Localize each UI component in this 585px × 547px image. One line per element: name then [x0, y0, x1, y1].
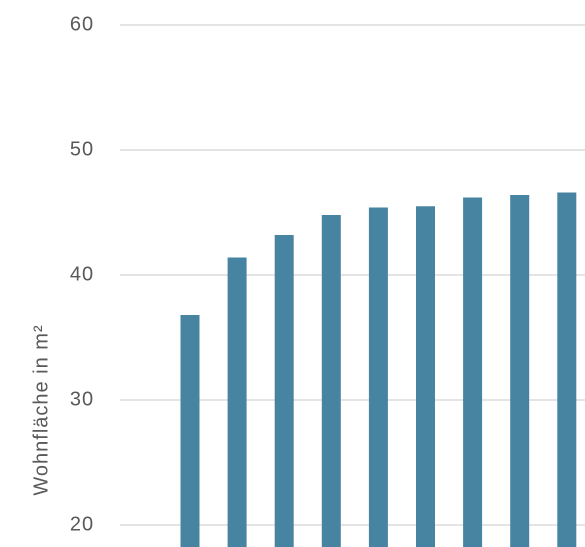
- bar: [416, 206, 435, 547]
- bar: [463, 197, 483, 547]
- y-tick-label: 60: [70, 13, 94, 35]
- bar: [180, 315, 200, 547]
- bar: [557, 192, 577, 547]
- y-tick-label: 30: [70, 388, 94, 410]
- y-tick-label: 40: [70, 263, 94, 285]
- bar: [321, 215, 341, 547]
- bar: [227, 257, 247, 547]
- bar: [368, 207, 388, 547]
- y-axis-label: Wohnfläche in m²: [30, 324, 52, 495]
- y-tick-label: 50: [70, 138, 94, 160]
- bar: [510, 195, 530, 547]
- bar: [274, 235, 294, 547]
- y-tick-label: 20: [70, 513, 94, 535]
